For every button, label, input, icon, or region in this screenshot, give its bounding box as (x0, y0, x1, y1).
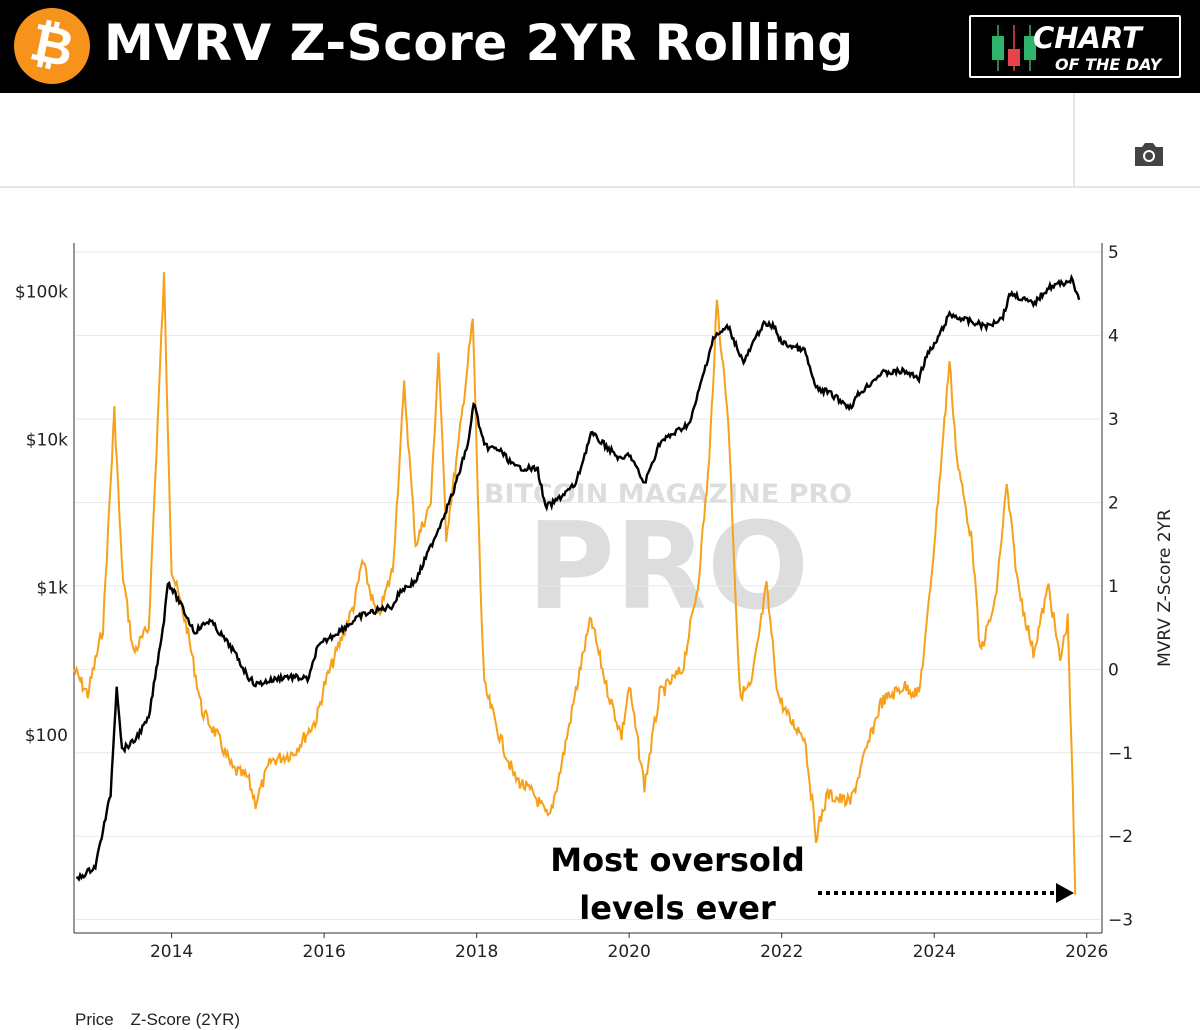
badge-line2: OF THE DAY (1055, 55, 1162, 74)
right-tick-label: 2 (1108, 493, 1119, 513)
right-tick-label: −2 (1108, 827, 1133, 847)
chart-of-the-day-badge: CHART OF THE DAY (969, 15, 1181, 78)
x-tick-label: 2020 (608, 942, 651, 962)
right-tick-label: −3 (1108, 911, 1133, 931)
x-tick-label: 2016 (303, 942, 346, 962)
right-tick-label: 5 (1108, 243, 1119, 263)
watermark-pro: PRO (527, 498, 809, 637)
header-bar: ₿ MVRV Z-Score 2YR Rolling CHART OF THE … (0, 0, 1200, 93)
price-line (76, 273, 1081, 883)
annotation: Most oversold levels ever (540, 836, 815, 932)
x-tick-label: 2018 (455, 942, 498, 962)
right-axis-title: MVRV Z-Score 2YR (1155, 509, 1175, 667)
left-tick-label: $10k (26, 430, 68, 450)
zscore-line (73, 272, 1077, 895)
oversold-arrow (818, 883, 1074, 903)
left-tick-label: $100k (15, 283, 68, 303)
camera-icon[interactable] (1133, 140, 1165, 168)
badge-line1: CHART (1033, 21, 1142, 55)
toolbar-divider (1073, 93, 1075, 188)
annotation-line1: Most oversold (550, 841, 805, 879)
right-tick-label: −1 (1108, 744, 1133, 764)
x-tick-label: 2024 (913, 942, 956, 962)
chart-toolbar (0, 93, 1200, 188)
page-title: MVRV Z-Score 2YR Rolling (104, 14, 854, 72)
candlestick-icon (992, 25, 1036, 71)
right-tick-label: 4 (1108, 327, 1119, 347)
x-tick-label: 2026 (1065, 942, 1108, 962)
legend: Price Z-Score (2YR) (75, 1010, 252, 1030)
right-tick-label: 0 (1108, 660, 1119, 680)
right-tick-label: 3 (1108, 410, 1119, 430)
right-tick-label: 1 (1108, 577, 1119, 597)
left-tick-label: $1k (37, 578, 69, 598)
left-tick-label: $100 (25, 726, 68, 746)
annotation-line2: levels ever (579, 889, 776, 927)
x-tick-label: 2014 (150, 942, 193, 962)
x-tick-label: 2022 (760, 942, 803, 962)
